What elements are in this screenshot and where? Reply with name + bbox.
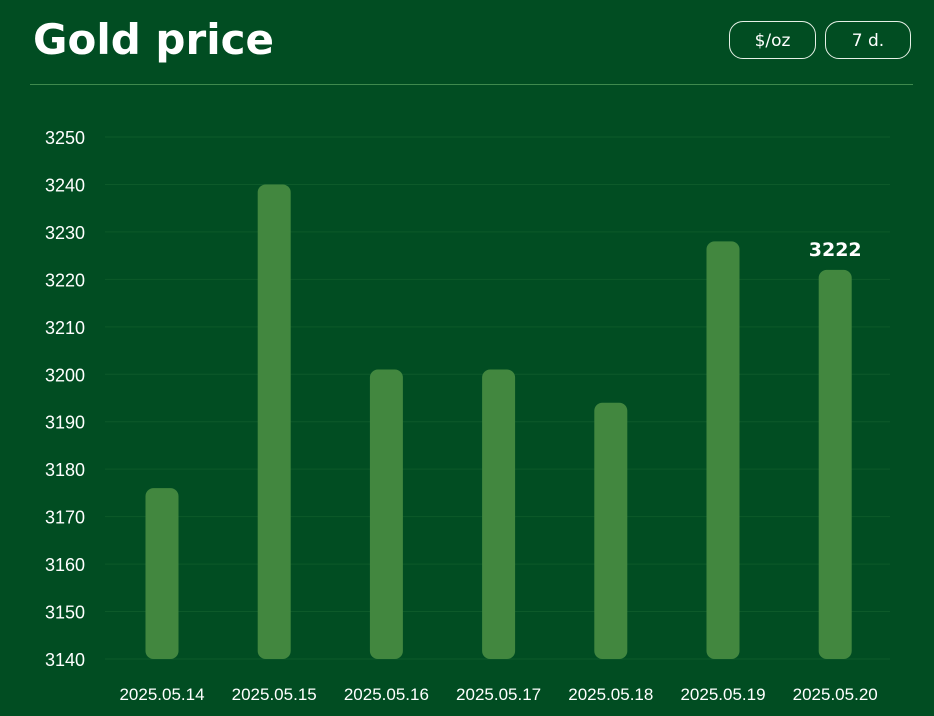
- unit-button[interactable]: $/oz: [729, 21, 816, 59]
- bars: [145, 184, 852, 660]
- y-tick-label: 3170: [45, 508, 85, 528]
- x-tick-label: 2025.05.16: [344, 685, 429, 704]
- page-title: Gold price: [33, 15, 274, 64]
- bar: [257, 184, 291, 660]
- y-tick-label: 3160: [45, 555, 85, 575]
- header-divider: [30, 84, 913, 85]
- y-tick-label: 3230: [45, 223, 85, 243]
- y-tick-label: 3190: [45, 413, 85, 433]
- bar: [818, 269, 852, 659]
- x-axis-ticks: 2025.05.14 2025.05.15 2025.05.16 2025.05.17…: [119, 685, 877, 704]
- x-tick-label: 2025.05.20: [793, 685, 878, 704]
- y-tick-label: 3200: [45, 365, 85, 385]
- x-tick-label: 2025.05.19: [680, 685, 765, 704]
- x-tick-label: 2025.05.18: [568, 685, 653, 704]
- bar: [706, 241, 740, 659]
- y-tick-label: 3150: [45, 603, 85, 623]
- bar: [482, 369, 516, 659]
- x-tick-label: 2025.05.17: [456, 685, 541, 704]
- bar: [369, 369, 403, 659]
- y-tick-label: 3140: [45, 650, 85, 670]
- x-tick-label: 2025.05.14: [119, 685, 204, 704]
- y-tick-label: 3220: [45, 270, 85, 290]
- bar: [594, 402, 628, 659]
- y-tick-label: 3240: [45, 175, 85, 195]
- x-tick-label: 2025.05.15: [232, 685, 317, 704]
- y-tick-label: 3250: [45, 128, 85, 148]
- y-tick-label: 3210: [45, 318, 85, 338]
- bar: [145, 488, 179, 659]
- data-labels: 3222: [809, 239, 862, 261]
- data-label: 3222: [809, 239, 862, 261]
- y-axis-ticks: 3140 3150 3160 3170 3180 3190 3200 3210 3220 3230…: [45, 128, 85, 670]
- y-tick-label: 3180: [45, 460, 85, 480]
- period-button[interactable]: 7 d.: [825, 21, 911, 59]
